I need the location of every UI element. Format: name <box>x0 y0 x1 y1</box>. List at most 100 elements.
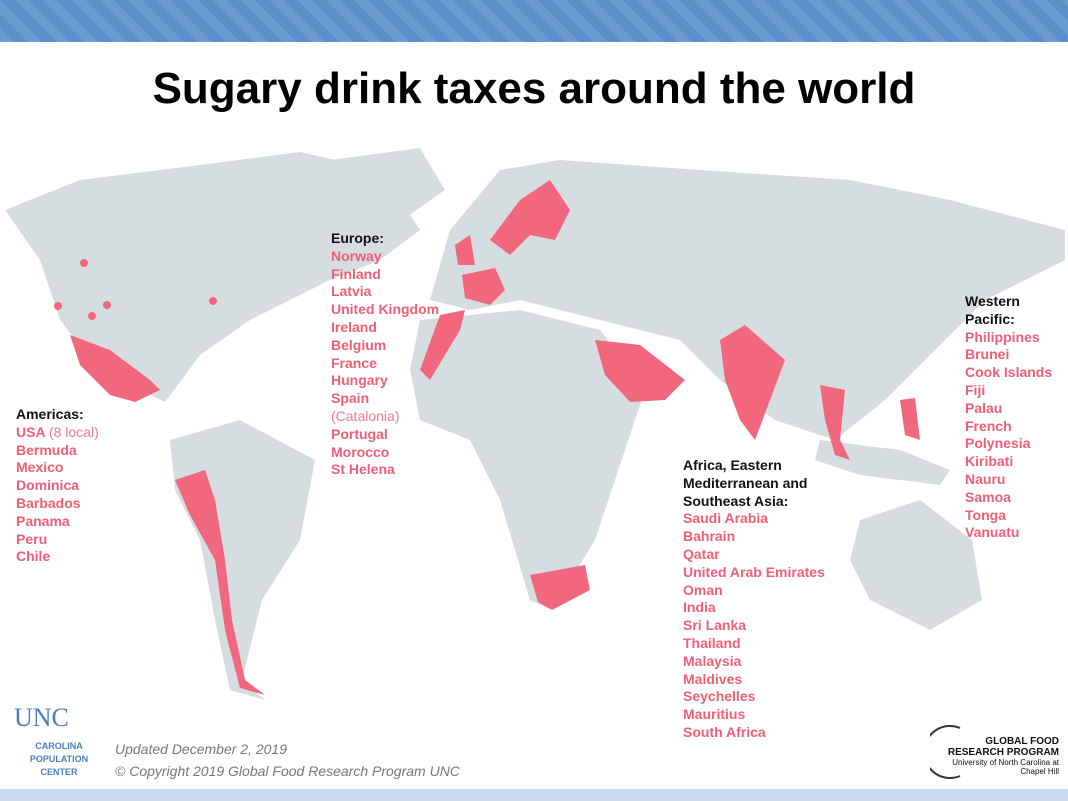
country-name: Philippines <box>965 328 1040 345</box>
scandinavia <box>490 180 570 255</box>
country: Barbados <box>16 495 99 513</box>
country: Maldives <box>683 671 833 689</box>
usa-city <box>103 301 111 309</box>
country: Bermuda <box>16 442 99 460</box>
morocco <box>420 310 465 380</box>
usa-city <box>80 259 88 267</box>
eurasia <box>430 160 1065 440</box>
country-name: Ireland <box>331 318 377 335</box>
country-name: Portugal <box>331 425 388 442</box>
country: Dominica <box>16 477 99 495</box>
country-name: Tonga <box>965 506 1006 523</box>
region-heading: Americas: <box>16 406 84 422</box>
country: Fiji <box>965 382 1065 400</box>
country-name: St Helena <box>331 461 395 478</box>
greenland <box>330 148 445 232</box>
philippines <box>900 398 920 440</box>
country-name: Latvia <box>331 283 372 300</box>
saudi-arabia <box>595 340 685 402</box>
country: Brunei <box>965 346 1065 364</box>
country-name: Spain <box>331 390 370 407</box>
country-name: Finland <box>331 265 381 282</box>
country: Nauru <box>965 471 1065 489</box>
country: Hungary <box>331 372 441 390</box>
country-name: Nauru <box>965 470 1006 487</box>
region: Africa, Eastern Mediterranean and Southe… <box>683 457 833 742</box>
country-name: Chile <box>16 548 51 565</box>
country: Ireland <box>331 319 441 337</box>
country-name: India <box>683 599 716 616</box>
country-name: Barbados <box>16 494 81 511</box>
country: Cook Islands <box>965 364 1065 382</box>
country: Mexico <box>16 459 99 477</box>
country: Chile <box>16 548 99 566</box>
country-name: Palau <box>965 399 1003 416</box>
country: Latvia <box>331 283 441 301</box>
country-name: United Kingdom <box>331 301 440 318</box>
country-name: Malaysia <box>683 652 742 669</box>
region: Europe: Norway Finland Latvia United Kingdom… <box>331 230 441 479</box>
country: Sri Lanka <box>683 617 833 635</box>
region-heading: Western Pacific: <box>965 293 1020 327</box>
land <box>5 148 1065 700</box>
country-name: Bahrain <box>683 528 736 545</box>
unc-logo: UNC <box>14 703 69 732</box>
country-name: Dominica <box>16 477 80 494</box>
country: Seychelles <box>683 688 833 706</box>
usa-city <box>209 297 217 305</box>
gfrp-name: GLOBAL FOOD RESEARCH PROGRAM <box>947 736 1059 758</box>
unc-center: CAROLINA POPULATION CENTER <box>29 741 89 777</box>
region: Americas: USA (8 local) Bermuda Mexico Domin… <box>16 406 99 566</box>
country-name: Hungary <box>331 372 388 389</box>
region-heading: Africa, Eastern Mediterranean and Southe… <box>683 457 808 509</box>
country-name: Mexico <box>16 459 64 476</box>
country: Vanuatu <box>965 524 1065 542</box>
gfrp-sub: University of North Carolina at Chapel H… <box>952 758 1059 776</box>
australia <box>850 500 982 630</box>
country-name: Kiribati <box>965 453 1014 470</box>
country: Saudi Arabia <box>683 510 833 528</box>
country-name: Panama <box>16 512 70 529</box>
country-note: (8 local) <box>48 423 99 440</box>
country: Malaysia <box>683 653 833 671</box>
country: Palau <box>965 400 1065 418</box>
country-name: Seychelles <box>683 688 756 705</box>
country-name: Peru <box>16 530 48 547</box>
taxed-countries <box>54 180 920 695</box>
country-name: United Arab Emirates <box>683 563 825 580</box>
country: French Polynesia <box>965 418 1065 454</box>
country: Morocco <box>331 444 441 462</box>
country-name: Belgium <box>331 336 387 353</box>
india <box>720 325 785 440</box>
country-name: Cook Islands <box>965 364 1053 381</box>
country-name: Norway <box>331 247 382 264</box>
southeast-asia <box>820 385 850 460</box>
region-heading: Europe: <box>331 230 384 246</box>
country: United Kingdom <box>331 301 441 319</box>
north-america <box>5 152 420 402</box>
bottom-banner <box>0 789 1068 801</box>
country-name: Brunei <box>965 346 1010 363</box>
title: Sugary drink taxes around the world <box>152 64 916 113</box>
gfrp-arc <box>930 725 961 779</box>
country-name: Maldives <box>683 670 743 687</box>
country: Norway <box>331 248 441 266</box>
top-banner <box>0 0 1068 42</box>
country: Samoa <box>965 489 1065 507</box>
usa-city <box>88 312 96 320</box>
country-name: Morocco <box>331 443 390 460</box>
country: Panama <box>16 513 99 531</box>
country: Qatar <box>683 546 833 564</box>
country: Philippines <box>965 329 1065 347</box>
country: South Africa <box>683 724 833 742</box>
country: Thailand <box>683 635 833 653</box>
france <box>462 268 505 305</box>
mexico <box>70 335 160 402</box>
country-name: Qatar <box>683 545 720 562</box>
country: Spain (Catalonia) <box>331 390 441 426</box>
country: Tonga <box>965 507 1065 525</box>
country-name: Saudi Arabia <box>683 510 769 527</box>
country-name: French Polynesia <box>965 417 1031 452</box>
uk <box>455 235 475 265</box>
country-name: Oman <box>683 581 723 598</box>
